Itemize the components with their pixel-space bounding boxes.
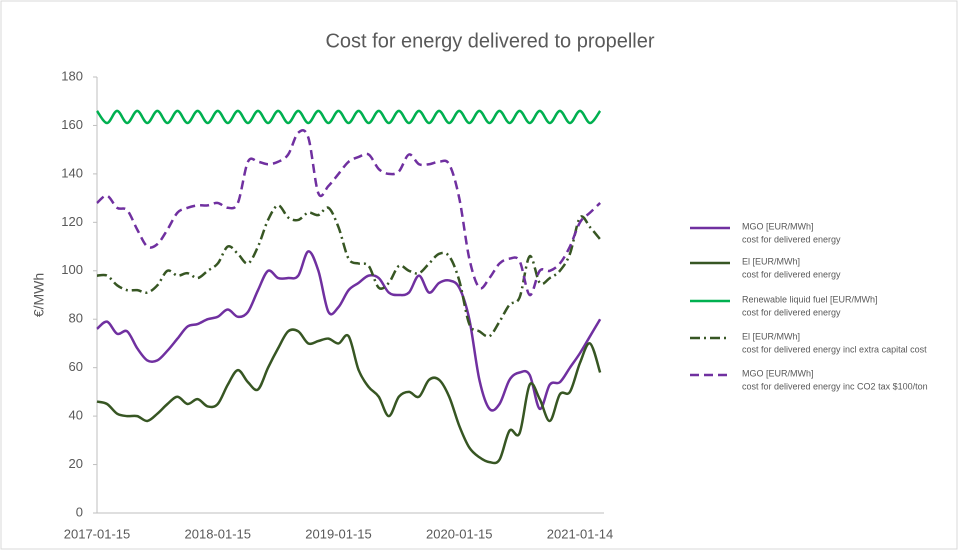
x-tick-label: 2021-01-14 xyxy=(547,526,614,541)
legend-description: cost for delivered energy xyxy=(742,234,841,244)
y-tick-label: 20 xyxy=(69,456,83,471)
y-tick-label: 80 xyxy=(69,311,83,326)
legend-description: cost for delivered energy incl extra cap… xyxy=(742,344,927,354)
y-axis-label: €/MWh xyxy=(31,273,47,317)
chart-title: Cost for energy delivered to propeller xyxy=(325,30,654,52)
series-line xyxy=(96,204,602,338)
y-tick-label: 140 xyxy=(61,165,83,180)
y-tick-label: 60 xyxy=(69,359,83,374)
series-line xyxy=(96,129,601,297)
legend-description: cost for delivered energy inc CO2 tax $1… xyxy=(742,381,928,391)
legend-label: El [EUR/MWh] xyxy=(742,256,800,266)
x-tick-label: 2018-01-15 xyxy=(185,526,252,541)
legend-description: cost for delivered energy xyxy=(742,269,841,279)
y-tick-label: 180 xyxy=(61,68,83,83)
legend-label: MGO [EUR/MWh] xyxy=(742,368,814,378)
series-line xyxy=(96,328,602,465)
legend-description: cost for delivered energy xyxy=(742,307,841,317)
series-line xyxy=(96,250,602,412)
x-tick-label: 2020-01-15 xyxy=(426,526,493,541)
legend-label: El [EUR/MWh] xyxy=(742,331,800,341)
y-tick-label: 160 xyxy=(61,117,83,132)
series-line xyxy=(95,109,602,125)
y-tick-label: 0 xyxy=(76,504,83,519)
y-tick-label: 120 xyxy=(61,214,83,229)
x-tick-label: 2017-01-15 xyxy=(64,526,131,541)
y-tick-label: 40 xyxy=(69,408,83,423)
legend-label: MGO [EUR/MWh] xyxy=(742,221,814,231)
y-tick-label: 100 xyxy=(61,262,83,277)
legend-label: Renewable liquid fuel [EUR/MWh] xyxy=(742,294,878,304)
x-tick-label: 2019-01-15 xyxy=(305,526,372,541)
